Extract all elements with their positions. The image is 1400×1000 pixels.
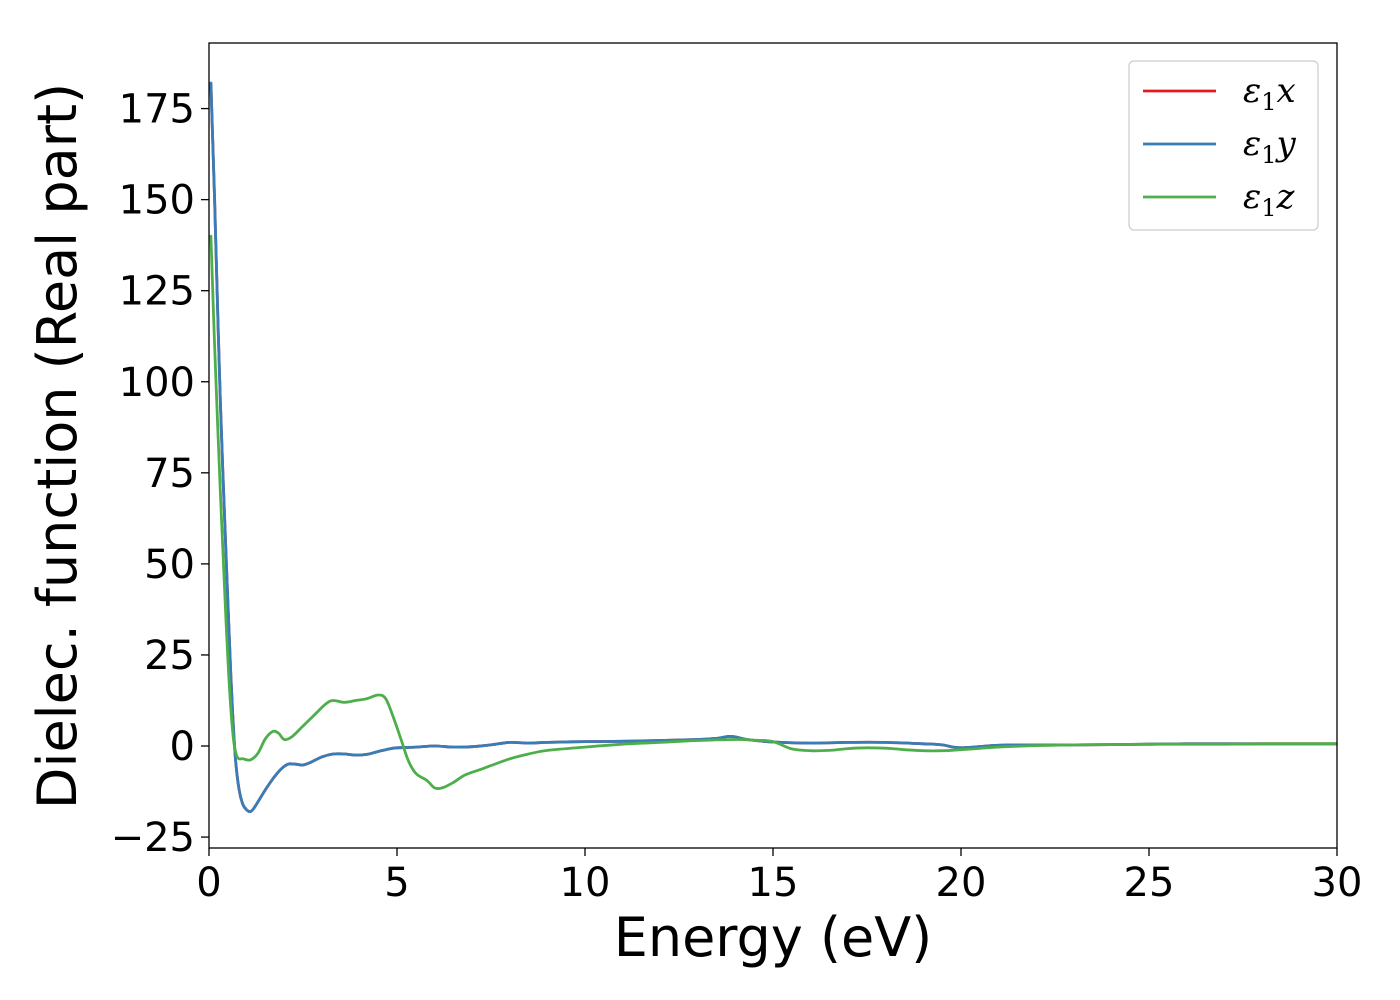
- legend-label-main: ε: [1243, 177, 1261, 217]
- x-axis-title: Energy (eV): [614, 906, 933, 969]
- x-tick-label: 30: [1312, 860, 1363, 906]
- x-axis: 0 5 10 15 20 25 30: [196, 848, 1362, 906]
- y-tick-label: 125: [119, 269, 195, 315]
- y-tick-label: 175: [119, 87, 195, 133]
- y-tick-label: 25: [144, 633, 195, 679]
- y-tick-label: 100: [119, 360, 195, 406]
- y-tick-label: −25: [111, 815, 195, 861]
- legend-label-z: ε1z: [1243, 177, 1296, 222]
- x-tick-label: 15: [748, 860, 799, 906]
- legend-label-axis: x: [1277, 71, 1296, 111]
- x-tick-label: 0: [196, 860, 221, 906]
- y-axis-title: Dielec. function (Real part): [26, 83, 89, 809]
- series-layer: [209, 81, 1337, 814]
- y-tick-label: 75: [144, 451, 195, 497]
- y-tick-label: 150: [119, 178, 195, 224]
- legend-label-subscript: 1: [1261, 141, 1276, 169]
- legend-label-x: ε1x: [1243, 71, 1296, 116]
- series-line-z: [209, 234, 1337, 791]
- x-tick-label: 5: [384, 860, 409, 906]
- legend-label-axis: y: [1275, 124, 1297, 164]
- legend-label-subscript: 1: [1261, 194, 1276, 222]
- series-line-y: [209, 81, 1337, 814]
- x-tick-label: 10: [560, 860, 611, 906]
- legend-label-main: ε: [1243, 71, 1261, 111]
- y-tick-label: 0: [170, 724, 195, 770]
- legend-label-main: ε: [1243, 124, 1261, 164]
- legend-label-subscript: 1: [1261, 88, 1276, 116]
- y-axis: −25 0 25 50 75 100 125 150 175: [111, 87, 209, 861]
- x-tick-label: 25: [1124, 860, 1175, 906]
- legend-label-axis: z: [1276, 177, 1296, 217]
- y-tick-label: 50: [144, 542, 195, 588]
- x-tick-label: 20: [936, 860, 987, 906]
- legend-box: [1128, 60, 1319, 231]
- legend-label-y: ε1y: [1243, 124, 1297, 169]
